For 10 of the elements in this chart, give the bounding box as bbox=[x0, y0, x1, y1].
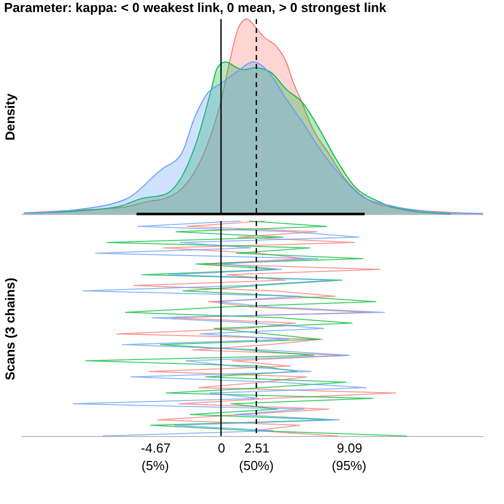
text: (95%) bbox=[332, 458, 366, 473]
y-axis-title: Density bbox=[2, 92, 18, 140]
x-tick-label: 9.09 bbox=[336, 440, 362, 456]
text: (5%) bbox=[142, 458, 169, 473]
x-tick-label: 0 bbox=[218, 440, 226, 456]
x-tick-label: 2.51 bbox=[244, 440, 270, 456]
x-tick-label: -4.67 bbox=[140, 440, 171, 456]
chart-title: Parameter: kappa: < 0 weakest link, 0 mean, > 0 strongest link bbox=[4, 0, 387, 15]
text: (50%) bbox=[239, 458, 274, 473]
y-axis-title: Scans (3 chains) bbox=[2, 278, 18, 380]
